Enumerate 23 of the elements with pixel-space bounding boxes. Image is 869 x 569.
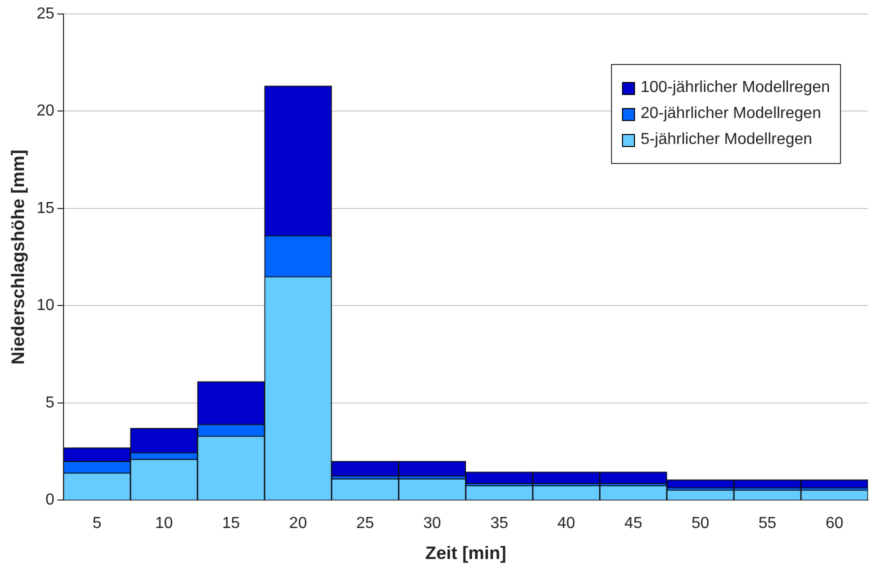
x-tick-label: 25 xyxy=(356,515,374,532)
x-tick-label: 50 xyxy=(691,515,710,532)
y-tick-label: 15 xyxy=(36,200,54,217)
y-tick-label: 25 xyxy=(36,5,54,22)
x-tick-label: 60 xyxy=(826,515,844,532)
x-tick-label: 40 xyxy=(557,515,576,532)
x-tick-label: 10 xyxy=(155,515,173,532)
legend-label: 20-jährlicher Modellregen xyxy=(640,105,822,123)
legend-label: 5-jährlicher Modellregen xyxy=(640,131,812,149)
y-tick-label: 10 xyxy=(36,297,54,314)
y-axis-title: Niederschlagshöhe [mm] xyxy=(8,150,28,365)
x-tick-label: 20 xyxy=(289,515,308,532)
y-tick-label: 20 xyxy=(36,102,54,120)
x-tick-label: 45 xyxy=(624,515,642,532)
x-tick-label: 5 xyxy=(92,515,102,532)
y-tick-label: 0 xyxy=(45,492,54,509)
x-tick-label: 30 xyxy=(423,515,442,532)
x-tick-label: 55 xyxy=(758,515,776,532)
y-tick-label: 5 xyxy=(45,394,54,412)
x-tick-label: 15 xyxy=(222,515,240,532)
x-axis-title: Zeit [min] xyxy=(425,543,506,564)
x-tick-label: 35 xyxy=(490,515,508,532)
legend-label: 100-jährlicher Modellregen xyxy=(640,79,830,97)
